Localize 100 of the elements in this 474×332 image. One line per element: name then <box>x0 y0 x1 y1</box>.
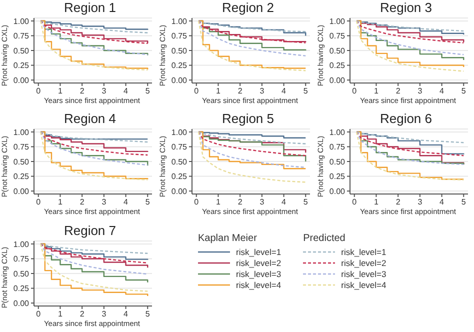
chart-title: Region 1 <box>62 0 118 16</box>
y-tick-label: 0.75 <box>171 32 188 41</box>
y-tick-label: 0.75 <box>13 254 30 264</box>
x-tick-label: 0 <box>36 86 42 96</box>
y-tick-label: 0.25 <box>171 172 188 182</box>
chart-title: Region 6 <box>378 111 434 128</box>
x-tick-label: 2 <box>396 198 401 208</box>
legend-label: risk_level=2 <box>341 258 386 268</box>
chart-title: Region 5 <box>220 111 276 128</box>
x-tick-label: 0 <box>352 86 358 96</box>
x-tick-label: 1 <box>374 198 379 208</box>
legend-label: risk_level=1 <box>236 247 282 258</box>
legend-label: risk_level=3 <box>341 269 386 280</box>
x-tick-label: 3 <box>102 309 107 318</box>
x-tick-label: 3 <box>260 198 265 208</box>
y-tick-label: 0.50 <box>171 158 188 167</box>
y-tick-label: 0.25 <box>329 61 346 70</box>
x-tick-label: 1 <box>58 309 63 318</box>
y-tick-label: 0.75 <box>171 142 188 152</box>
y-tick-label: 0.25 <box>13 61 30 70</box>
text: Kaplan Meier <box>198 232 258 244</box>
x-tick-label: 4 <box>124 86 129 96</box>
x-tick-label: 2 <box>80 309 85 318</box>
line-series <box>198 132 306 145</box>
x-tick-label: 5 <box>461 198 466 208</box>
y-tick-label: 0.00 <box>13 76 30 85</box>
y-tick-label: 0.75 <box>329 32 346 41</box>
y-tick-label: 0.50 <box>13 158 30 167</box>
y-tick-label: 0.00 <box>171 187 188 196</box>
x-tick-label: 5 <box>145 198 150 208</box>
x-tick-label: 0 <box>194 198 200 208</box>
x-tick-label: 4 <box>124 198 129 208</box>
legend-label: risk_level=3 <box>236 269 282 280</box>
x-tick-label: 1 <box>58 86 63 96</box>
line-series <box>40 243 148 274</box>
x-tick-label: 3 <box>418 86 423 96</box>
line-series <box>356 20 464 32</box>
y-tick-label: 0.00 <box>329 76 346 85</box>
x-tick-label: 2 <box>238 198 243 208</box>
y-tick-label: 1.00 <box>171 128 188 138</box>
y-tick-label: 0.25 <box>171 61 188 70</box>
legend-label: risk_level=2 <box>236 258 282 268</box>
x-tick-label: 5 <box>145 309 150 318</box>
y-tick-label: 0.00 <box>329 187 346 196</box>
x-tick-label: 5 <box>303 86 308 96</box>
x-tick-label: 1 <box>374 86 379 96</box>
text: Predicted <box>303 232 346 244</box>
x-tick-label: 1 <box>58 198 63 208</box>
y-tick-label: 0.50 <box>171 46 188 56</box>
y-tick-label: 0.50 <box>13 46 30 56</box>
chart-title: Region 2 <box>220 0 276 16</box>
x-tick-label: 3 <box>102 198 107 208</box>
y-tick-label: 0.00 <box>13 187 30 196</box>
x-tick-label: 4 <box>440 86 445 96</box>
y-tick-label: 1.00 <box>329 16 346 26</box>
x-tick-label: 0 <box>36 309 42 318</box>
line-series <box>40 132 148 143</box>
y-tick-label: 0.50 <box>329 46 346 56</box>
x-tick-label: 0 <box>352 198 358 208</box>
line-series <box>40 243 148 254</box>
y-tick-label: 1.00 <box>171 16 188 26</box>
y-tick-label: 0.50 <box>13 268 30 278</box>
y-tick-label: 0.75 <box>329 142 346 152</box>
line-series <box>198 20 306 32</box>
x-tick-label: 5 <box>145 86 150 96</box>
y-tick-label: 1.00 <box>329 128 346 138</box>
x-tick-label: 0 <box>36 198 42 208</box>
legend-label: risk_level=1 <box>341 247 386 258</box>
y-tick-label: 0.00 <box>171 76 188 85</box>
x-tick-label: 4 <box>282 198 287 208</box>
x-tick-label: 3 <box>418 198 423 208</box>
x-tick-label: 2 <box>80 198 85 208</box>
x-tick-label: 1 <box>216 86 221 96</box>
x-tick-label: 0 <box>194 86 200 96</box>
y-tick-label: 0.00 <box>13 298 30 308</box>
x-tick-label: 4 <box>440 198 445 208</box>
chart-title: Region 3 <box>378 0 434 16</box>
x-tick-label: 1 <box>216 198 221 208</box>
y-tick-label: 1.00 <box>13 128 30 138</box>
y-tick-label: 0.50 <box>329 158 346 167</box>
y-tick-label: 1.00 <box>13 16 30 26</box>
y-tick-label: 0.75 <box>13 32 30 41</box>
x-tick-label: 3 <box>102 86 107 96</box>
y-tick-label: 0.25 <box>329 172 346 182</box>
chart-title: Region 4 <box>62 111 118 128</box>
x-tick-label: 2 <box>238 86 243 96</box>
line-series <box>40 20 148 44</box>
y-tick-label: 1.00 <box>13 239 30 248</box>
x-tick-label: 2 <box>80 86 85 96</box>
y-tick-label: 0.25 <box>13 284 30 293</box>
x-tick-label: 4 <box>282 86 287 96</box>
line-series <box>356 132 464 144</box>
legend-label: risk_level=4 <box>341 280 386 290</box>
x-tick-label: 4 <box>124 309 129 318</box>
x-tick-label: 5 <box>303 198 308 208</box>
x-tick-label: 3 <box>260 86 265 96</box>
legend-label: risk_level=4 <box>236 280 282 290</box>
x-tick-label: 5 <box>461 86 466 96</box>
chart-title: Region 7 <box>62 222 118 239</box>
x-tick-label: 2 <box>396 86 401 96</box>
